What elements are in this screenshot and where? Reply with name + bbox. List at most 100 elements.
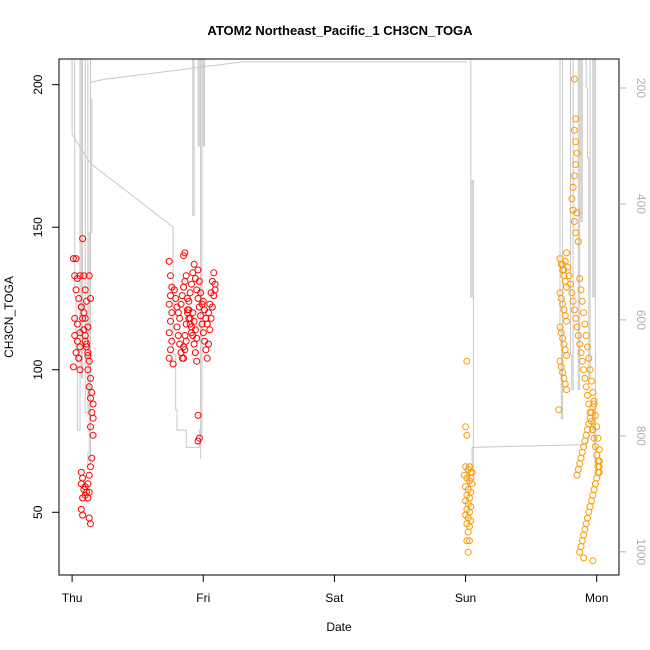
data-point — [165, 257, 173, 265]
data-point — [584, 343, 591, 351]
y2-tick-label: 400 — [634, 194, 648, 214]
data-point — [80, 272, 88, 280]
x-tick-label: Sat — [325, 591, 344, 605]
data-point — [572, 138, 580, 146]
data-point — [464, 548, 472, 556]
data-point — [563, 352, 570, 359]
data-point — [89, 400, 97, 408]
data-point — [193, 357, 201, 365]
data-point — [199, 329, 207, 337]
data-point — [71, 314, 79, 322]
data-point — [194, 266, 202, 274]
data-point — [590, 434, 598, 442]
data-point — [191, 349, 199, 357]
data-point — [576, 340, 584, 348]
data-point — [463, 357, 471, 365]
data-point — [593, 423, 601, 431]
data-point — [574, 238, 582, 245]
data-point — [167, 292, 174, 300]
data-point — [180, 354, 188, 362]
data-point — [202, 346, 210, 354]
data-point — [87, 520, 94, 528]
data-point — [190, 260, 198, 268]
data-point — [173, 323, 181, 331]
y2-tick-label: 200 — [634, 78, 648, 98]
y2-axis: 200 400 600 800 1000 — [619, 78, 648, 565]
x-tick-label: Fri — [196, 591, 210, 605]
data-point — [589, 389, 597, 396]
data-point — [205, 340, 212, 348]
data-point — [569, 183, 577, 191]
data-point — [79, 235, 87, 243]
data-point — [594, 434, 602, 442]
data-point — [87, 423, 94, 431]
data-point — [87, 394, 94, 402]
y2-tick-label: 600 — [634, 310, 648, 330]
data-point — [206, 300, 214, 308]
data-point — [197, 289, 205, 297]
data-point — [165, 354, 173, 362]
data-point — [565, 272, 573, 280]
data-point — [584, 391, 591, 399]
data-point — [182, 320, 190, 328]
data-point — [181, 249, 189, 257]
data-point — [578, 357, 586, 365]
data-point — [555, 406, 563, 414]
data-point — [568, 195, 576, 203]
data-point — [211, 286, 219, 294]
data-point — [75, 354, 83, 362]
data-point — [572, 161, 580, 168]
y2-tick-label: 800 — [634, 426, 648, 446]
data-point — [576, 275, 584, 282]
data-point — [177, 300, 185, 308]
y-tick-label: 50 — [31, 505, 45, 519]
x-axis: Thu Fri Sat Sun Mon — [62, 575, 608, 605]
data-point — [582, 332, 590, 339]
data-point — [194, 411, 202, 419]
data-point — [87, 374, 94, 382]
data-point — [207, 314, 215, 322]
data-point — [85, 383, 93, 391]
data-point — [589, 557, 597, 565]
data-point — [578, 297, 586, 305]
data-point — [573, 149, 581, 157]
y-tick-label: 200 — [31, 74, 45, 94]
x-tick-label: Sun — [455, 591, 476, 605]
data-point — [79, 314, 87, 322]
altitude-line-0 — [71, 59, 202, 459]
data-point — [585, 354, 593, 362]
data-point — [590, 400, 598, 408]
data-point — [81, 314, 89, 322]
x-axis-label: Date — [326, 620, 352, 634]
y-axis-label: CH3CN_TOGA — [2, 276, 16, 358]
data-point — [185, 297, 193, 305]
data-point — [193, 334, 201, 342]
data-point — [572, 314, 580, 322]
data-point — [210, 269, 218, 277]
data-point — [582, 383, 590, 391]
data-point — [466, 537, 473, 545]
data-point — [182, 272, 190, 280]
data-point — [203, 320, 211, 328]
data-point — [71, 332, 79, 339]
data-point — [570, 306, 578, 314]
data-point — [580, 309, 588, 317]
data-point — [573, 209, 581, 217]
data-point — [176, 314, 184, 322]
data-point — [197, 312, 205, 320]
data-point — [198, 320, 206, 328]
data-point — [194, 295, 202, 302]
data-point — [567, 280, 574, 288]
data-point — [72, 255, 80, 263]
data-point — [169, 360, 177, 368]
data-point — [79, 494, 87, 502]
data-point — [590, 397, 598, 405]
data-point — [573, 323, 581, 331]
data-point — [188, 280, 195, 288]
data-point — [76, 272, 84, 280]
data-point — [73, 320, 81, 328]
data-point — [165, 300, 173, 308]
data-point — [89, 431, 97, 439]
data-point — [205, 309, 212, 317]
